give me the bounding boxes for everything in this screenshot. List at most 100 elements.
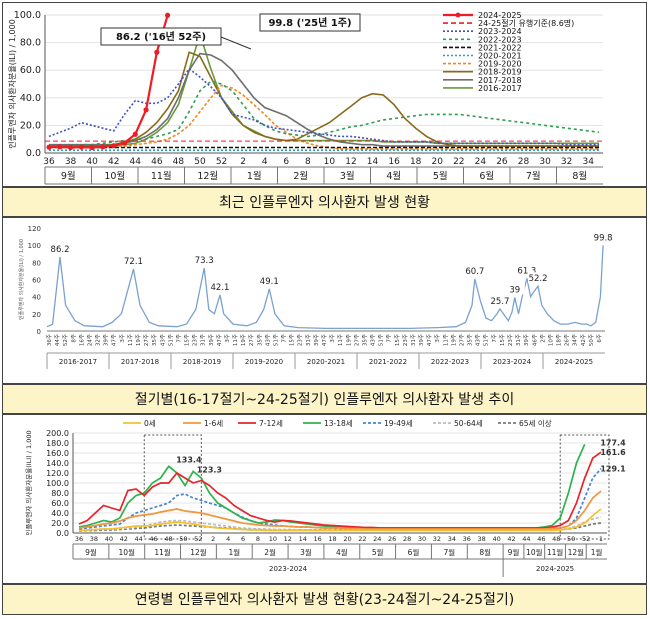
legend-label: 2024-2025 [478,11,522,20]
x-tick-label: 50 [179,535,187,543]
legend-label: 24-25절기 유행기준(8.6명) [478,18,574,28]
legend-label: 2017-2018 [478,76,522,85]
x-tick-label: 7주 [386,334,393,343]
x-tick-label: 2주 [539,334,546,343]
x-tick-label: 42 [120,535,128,543]
x-tick-label: 39주 [313,334,320,346]
x-tick-label: 43주 [159,334,166,346]
age-ili-chart: 0.020.040.060.080.0100.0120.0140.0160.01… [24,418,626,577]
y-tick-label: 140.0 [46,459,69,468]
season-label: 2024-2025 [536,565,574,573]
x-tick-label: 38 [478,535,486,543]
x-tick-label: 8 [256,535,260,543]
x-tick-label: 3주 [329,334,336,343]
x-tick-label: 23주 [507,334,514,346]
x-tick-label: 20 [343,535,351,543]
month-label: 6월 [408,547,420,557]
y-tick-label: 120 [28,225,41,233]
y-tick-label: 40.0 [51,509,69,518]
season-label: 2017-2018 [121,358,159,366]
month-label: 10월 [119,547,136,557]
x-tick-label: 4 [262,157,268,167]
x-tick-label: 47주 [321,334,328,346]
season-label: 2019-2020 [245,358,283,366]
x-tick-label: 2 [240,157,246,167]
y-tick-label: 80 [32,259,41,267]
x-tick-label: 7주 [281,334,288,343]
series-line-2023-2024 [48,67,599,146]
x-tick-label: 24 [373,535,381,543]
peak-annotation: 123.3 [197,465,222,474]
legend-label: 0세 [144,419,156,428]
x-tick-label: 34 [582,157,594,167]
month-label: 2월 [293,170,308,182]
month-label: 9월 [61,170,76,182]
highlight-box-2023 [143,434,202,540]
y-tick-label: 0.0 [56,529,69,538]
x-tick-label: 10 [269,535,277,543]
series-point-2024-2025 [165,12,171,18]
series-line-2019-2020 [49,84,599,150]
x-tick-label: 50 [194,157,206,167]
month-label: 12월 [568,547,585,557]
x-tick-label: 38 [90,535,98,543]
series-line-7-12세 [78,451,602,529]
x-tick-label: 51주 [483,334,490,346]
annotation-peak-2016: 86.2 ('16년 52주) [116,30,206,43]
x-tick-label: 48 [552,535,560,543]
season-label: 2024-2025 [555,358,593,366]
x-tick-label: 19주 [345,334,352,346]
series-point-2024-2025 [78,144,84,150]
peak-label: 99.8 [594,233,613,243]
annotation-arrow [220,36,252,50]
x-tick-label: 39주 [208,334,215,346]
series-line-2022-2023 [49,80,600,147]
month-label: 11월 [151,170,172,182]
y-axis-label: 인플루엔자 의사환자분율(ILI) / 1,000 [24,430,33,535]
x-tick-label: 46 [537,535,545,543]
legend-label: 2019-2020 [478,60,522,69]
month-label: 1월 [591,547,603,557]
peak-label: 61.3 [517,266,536,276]
x-tick-label: 46주 [531,334,538,346]
x-tick-label: 32 [561,157,572,167]
x-tick-label: 35주 [151,334,158,346]
x-tick-label: 11주 [337,334,344,346]
month-label: 6월 [479,170,494,182]
x-tick-label: 42 [108,157,119,167]
x-tick-label: 42 [507,535,515,543]
series-point-2024-2025 [111,143,117,149]
y-tick-label: 180.0 [46,439,69,448]
x-tick-label: 51주 [378,334,385,346]
series-point-2024-2025 [46,144,52,150]
x-tick-label: 1 [599,535,603,543]
month-label: 7월 [526,170,541,182]
y-tick-label: 80.0 [20,38,41,49]
x-tick-label: 26 [496,157,508,167]
y-tick-label: 40 [32,294,41,302]
series-point-2024-2025 [57,144,63,150]
season-label: 2022-2023 [431,358,469,366]
month-label: 4월 [386,170,401,182]
x-tick-label: 12 [345,157,356,167]
month-label: 2월 [264,547,276,557]
peak-label: 52.2 [529,274,548,284]
y-tick-label: 60.0 [20,65,41,76]
series-point-2024-2025 [154,49,160,55]
x-tick-label: 19주 [135,334,142,346]
x-tick-label: 40 [86,157,98,167]
x-tick-label: 14 [367,157,379,167]
x-tick-label: 46 [149,535,157,543]
x-tick-label: 11주 [442,334,449,346]
annotation-peak-2025: 99.8 ('25년 1주) [268,16,351,29]
x-tick-label: 39주 [523,334,530,346]
legend-label: 7-12세 [259,419,283,428]
series-point-2024-2025 [100,144,106,150]
peak-label-bg [123,255,144,267]
x-tick-label: 36 [463,535,471,543]
peak-label: 39 [509,286,520,296]
x-tick-label: 11주 [127,334,134,346]
y-tick-label: 20 [32,311,41,319]
x-tick-label: 6 [283,157,289,167]
